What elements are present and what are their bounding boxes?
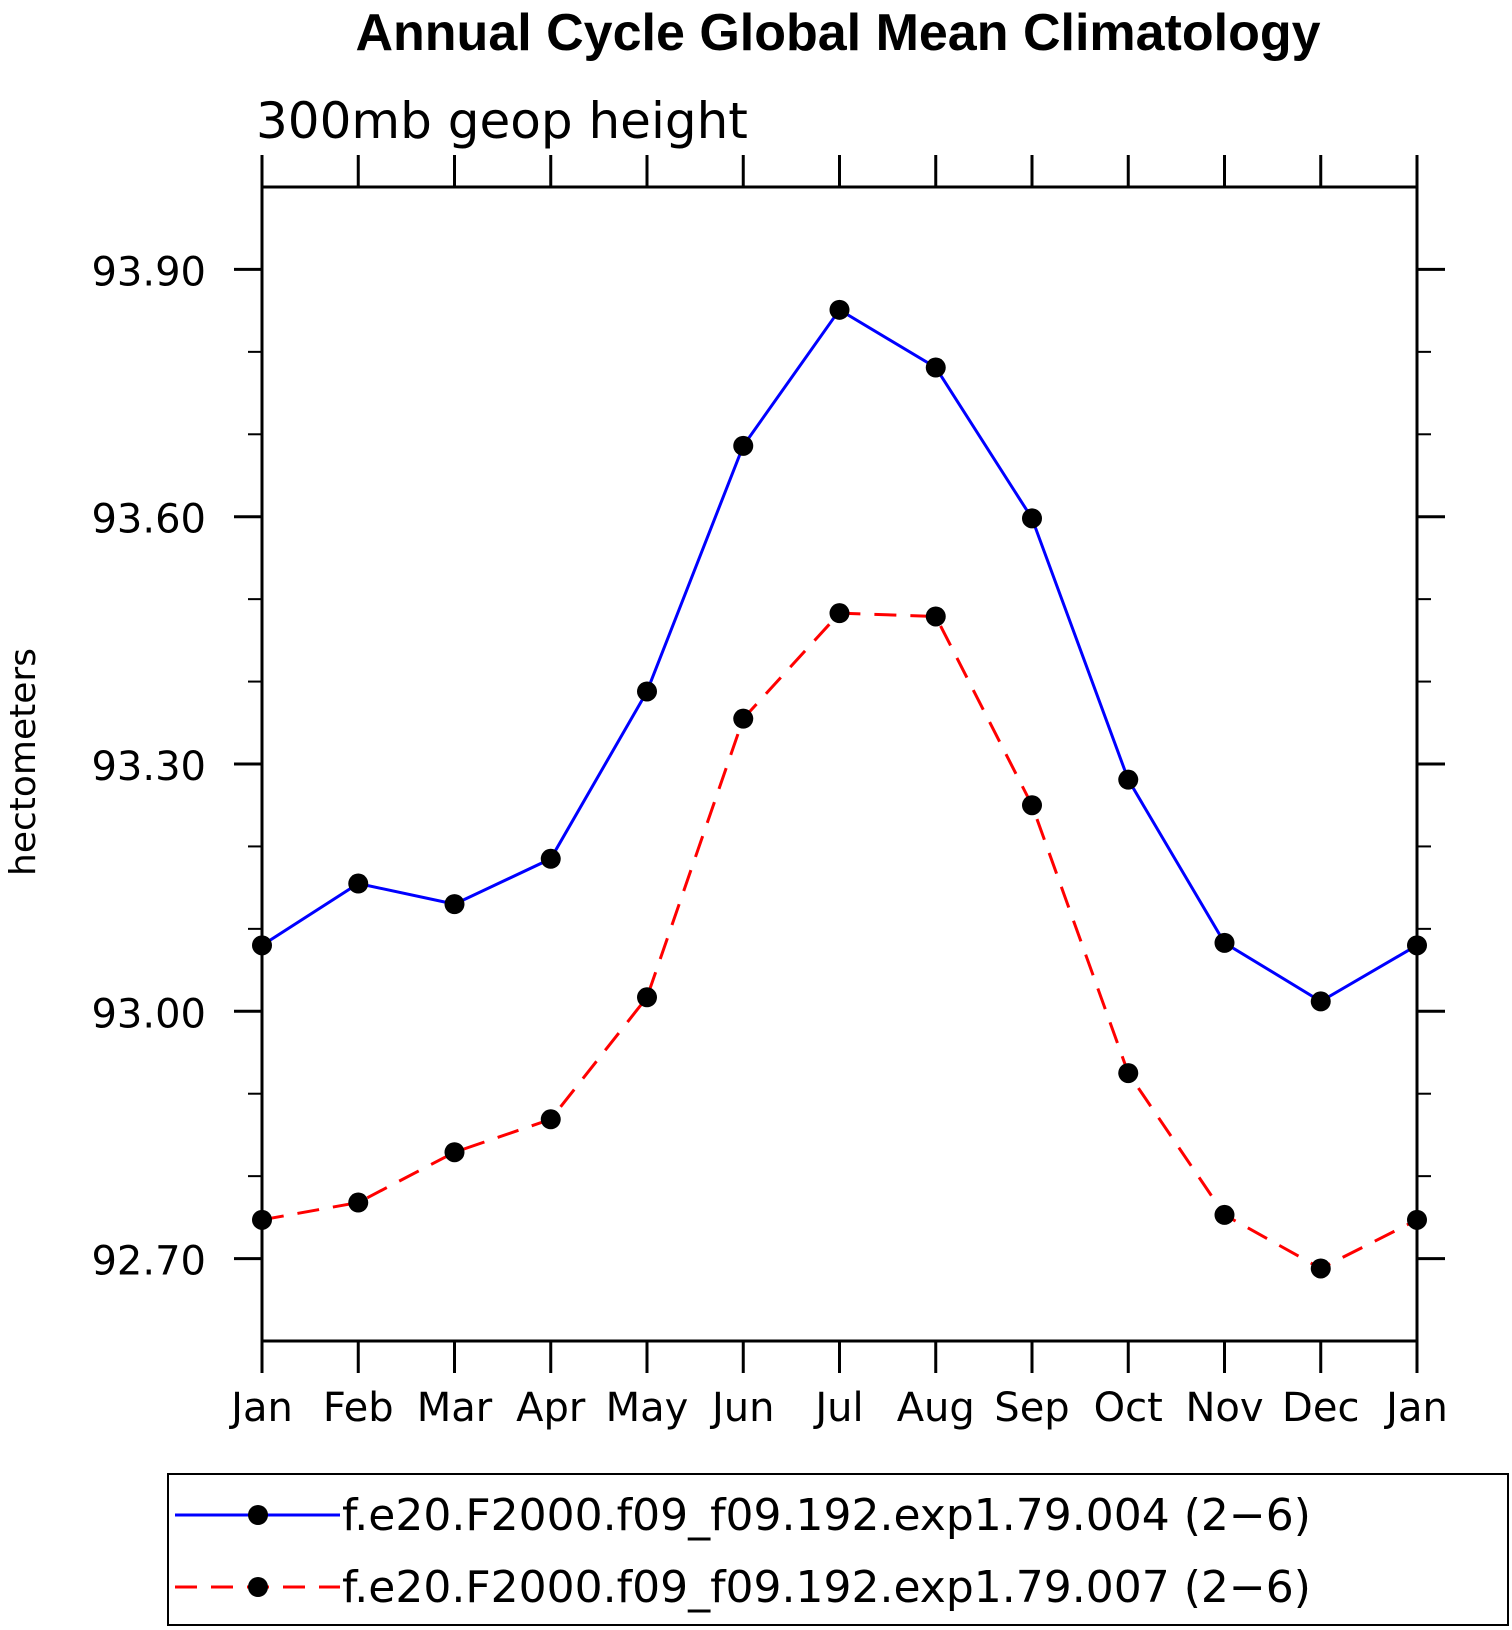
series-1-point [1407, 935, 1427, 956]
x-tick-label: Nov [1185, 1385, 1263, 1431]
x-tick-label: Jun [709, 1385, 775, 1431]
x-tick-label: Sep [994, 1385, 1069, 1431]
y-tick-label: 93.00 [91, 991, 206, 1037]
series-2-point [252, 1209, 272, 1230]
series-2-point [348, 1192, 369, 1213]
series-1-point [348, 873, 369, 894]
x-tick-label: Feb [323, 1385, 394, 1431]
series-2-point [829, 603, 850, 624]
chart-subtitle: 300mb geop height [256, 92, 748, 150]
legend: f.e20.F2000.f09_f09.192.exp1.79.004 (2−6… [167, 1473, 1509, 1626]
series-2-point [733, 708, 754, 729]
chart-title: Annual Cycle Global Mean Climatology [355, 4, 1320, 62]
series-1-point [1022, 508, 1042, 529]
y-tick-label: 93.30 [91, 744, 206, 790]
x-tick-label: Jan [1383, 1385, 1448, 1431]
x-tick-label: Jan [228, 1385, 293, 1431]
x-tick-label: Jul [812, 1385, 863, 1431]
series-1-point [637, 681, 657, 702]
series-2-point [637, 987, 657, 1008]
series-2-point [540, 1109, 561, 1130]
series-2-point [1118, 1063, 1139, 1084]
series-2-point [1214, 1204, 1235, 1225]
series-2-point [444, 1142, 465, 1163]
legend-label-series-1: f.e20.F2000.f09_f09.192.exp1.79.004 (2−6… [342, 1490, 1311, 1541]
series-1-point [252, 935, 272, 956]
series-1-point [733, 435, 754, 456]
x-tick-label: Mar [417, 1385, 493, 1431]
y-tick-label: 92.70 [91, 1239, 206, 1285]
x-tick-label: May [606, 1385, 689, 1431]
series-1-point [540, 848, 561, 869]
plot-frame [260, 185, 1419, 1343]
series-1-point [1310, 991, 1331, 1012]
series-1-point [829, 299, 850, 320]
series-1-point [1118, 769, 1139, 790]
x-tick-label: Aug [897, 1385, 975, 1431]
series-2-point [1022, 795, 1042, 816]
series-2-line [261, 611, 1418, 1271]
x-tick-label: Dec [1282, 1385, 1359, 1431]
legend-swatch-blue-marker [248, 1505, 268, 1525]
legend-box [167, 1473, 1509, 1626]
y-axis-label: hectometers [3, 648, 44, 876]
y-tick-label: 93.60 [91, 497, 206, 543]
series-1-point [444, 894, 465, 915]
series-2-point [1407, 1209, 1427, 1230]
x-tick-label: Oct [1094, 1385, 1163, 1431]
series-1-point [925, 357, 946, 378]
y-tick-label: 93.90 [91, 249, 206, 295]
series-2-point [925, 606, 946, 627]
x-tick-label: Apr [516, 1385, 586, 1431]
legend-label-series-2: f.e20.F2000.f09_f09.192.exp1.79.007 (2−6… [342, 1562, 1311, 1613]
series-2-point [1310, 1258, 1331, 1279]
legend-swatch-red-marker [248, 1577, 268, 1597]
series-1-point [1214, 932, 1235, 953]
series-1-line [261, 307, 1418, 1004]
plot-area: Jan Feb Mar Apr May Jun Jul Aug Sep Oct Nov Dec Jan 9… [91, 155, 1448, 1431]
